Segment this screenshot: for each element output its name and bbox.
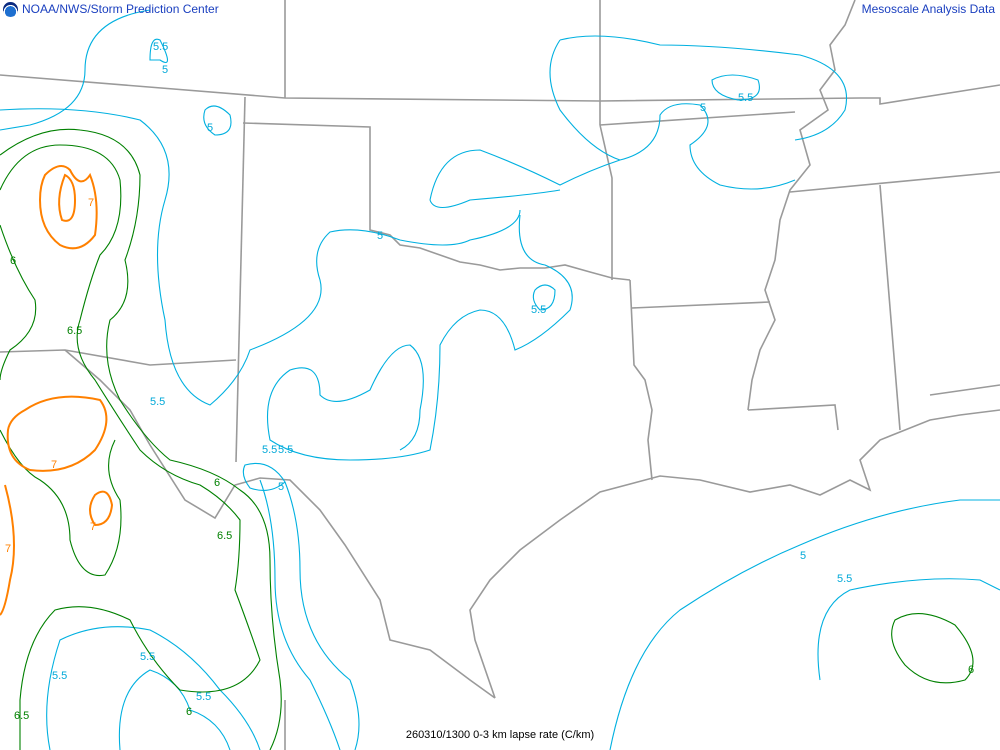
contour-label: 5 [162,64,168,76]
contour-label: 6 [10,255,16,267]
contour-label: 6.5 [14,710,29,722]
contour-label: 5.5 [738,92,753,104]
contour-label: 5.5 [150,396,165,408]
header-right-title: Mesoscale Analysis Data [861,2,995,16]
contour-label: 6.5 [67,325,82,337]
header-left-title: NOAA/NWS/Storm Prediction Center [22,2,219,16]
contour-label: 6 [968,664,974,676]
contour-label: 5.5 [153,41,168,53]
contour-label: 5 [800,550,806,562]
contour-label: 7 [5,543,11,555]
contour-label: 5.5 [262,444,277,456]
contour-label: 6 [186,706,192,718]
map-caption: 260310/1300 0-3 km lapse rate (C/km) [405,729,595,741]
contour-label: 5.5 [52,670,67,682]
contour-label: 5 [207,122,213,134]
contour-label: 7 [90,521,96,533]
noaa-logo-icon [3,2,18,17]
contours-orange [0,165,114,616]
contour-label: 6.5 [217,530,232,542]
contours-green [0,128,974,750]
contour-label: 5 [278,481,284,493]
contours-cyan [0,9,1000,750]
contour-label: 5.5 [837,573,852,585]
contour-label: 7 [88,197,94,209]
contour-labels: 5.5 5 5 5 5.5 5 5.5 5.5 5.5 5 5.5 5.5 5.… [5,41,974,722]
contour-label: 5 [377,230,383,242]
contour-label: 7 [51,459,57,471]
contour-label: 5.5 [140,651,155,663]
contour-label: 5.5 [531,304,546,316]
contour-label: 6 [214,477,220,489]
contour-label: 5.5 [278,444,293,456]
contour-label: 5 [700,102,706,114]
contour-label: 5.5 [196,691,211,703]
